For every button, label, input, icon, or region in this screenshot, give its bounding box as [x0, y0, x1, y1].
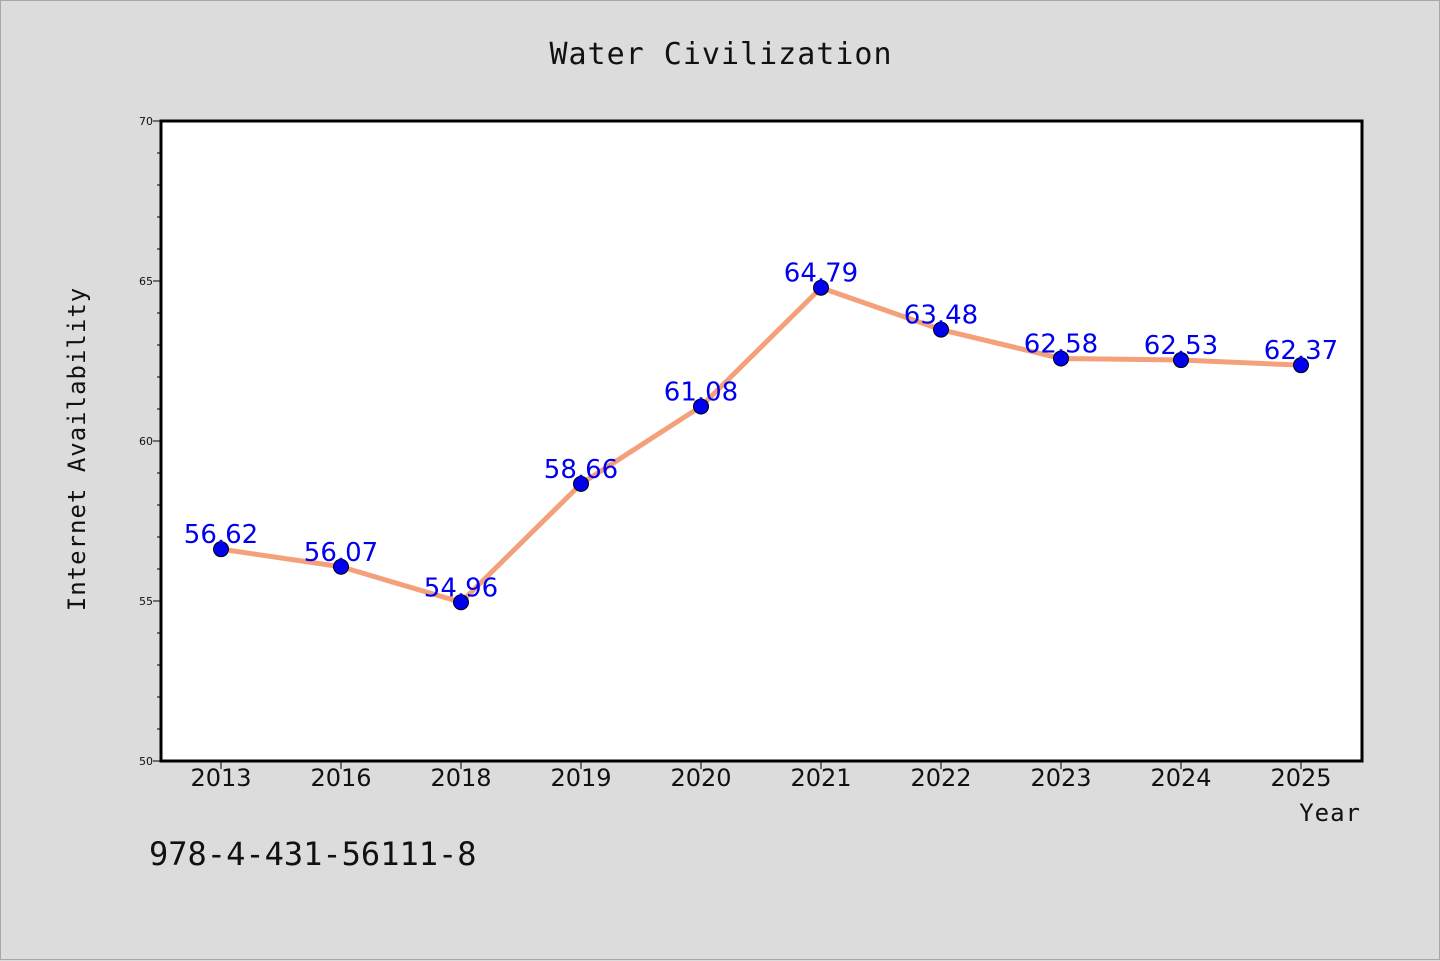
- x-tick-label: 2018: [430, 764, 491, 792]
- data-label: 58.66: [544, 455, 618, 485]
- footer-code: 978-4-431-56111-8: [149, 835, 477, 873]
- data-point: [213, 541, 229, 558]
- series-markers: [213, 279, 1309, 611]
- series-line: [220, 285, 1302, 605]
- data-label: 62.37: [1264, 336, 1338, 366]
- data-point: [1173, 352, 1189, 369]
- data-point: [1053, 350, 1069, 367]
- data-point: [333, 558, 349, 575]
- x-tick-label: 2019: [550, 764, 611, 792]
- x-tick-label: 2013: [190, 764, 251, 792]
- x-tick-label: 2016: [310, 764, 371, 792]
- y-tick-label: 60: [139, 435, 153, 448]
- chart-title: Water Civilization: [549, 37, 892, 72]
- y-tick-label: 55: [139, 595, 153, 608]
- y-axis: 50 55 60 65 70: [139, 115, 161, 768]
- data-label: 64.79: [784, 259, 858, 289]
- x-tick-label: 2021: [790, 764, 851, 792]
- data-point: [573, 475, 589, 492]
- data-point: [453, 594, 469, 611]
- x-axis: 2013 2016 2018 2019 2020 2021 2022 2023 2024 2025: [190, 761, 1332, 792]
- data-point: [1293, 357, 1309, 374]
- plot-area: [159, 119, 1364, 763]
- data-point: [813, 279, 829, 296]
- data-point: [933, 321, 949, 338]
- y-tick-label: 50: [139, 755, 153, 768]
- x-tick-label: 2022: [910, 764, 971, 792]
- x-tick-label: 2024: [1150, 764, 1211, 792]
- x-tick-label: 2023: [1030, 764, 1091, 792]
- data-label: 61.08: [664, 377, 738, 407]
- x-tick-label: 2025: [1270, 764, 1331, 792]
- data-label: 63.48: [904, 301, 978, 331]
- data-label: 62.53: [1144, 331, 1218, 361]
- data-label: 54.96: [424, 573, 498, 603]
- y-axis-label: Internet Availability: [63, 287, 91, 611]
- y-tick-label: 65: [139, 275, 153, 288]
- data-label: 56.62: [184, 520, 258, 550]
- x-tick-label: 2020: [670, 764, 731, 792]
- y-tick-label: 70: [139, 115, 153, 128]
- data-labels: 56.62 56.07 54.96 58.66 61.08 64.79 63.48 62.58…: [184, 259, 1338, 604]
- data-point: [693, 398, 709, 415]
- data-label: 56.07: [304, 538, 378, 568]
- data-label: 62.58: [1024, 329, 1098, 359]
- x-axis-label: Year: [1299, 799, 1361, 827]
